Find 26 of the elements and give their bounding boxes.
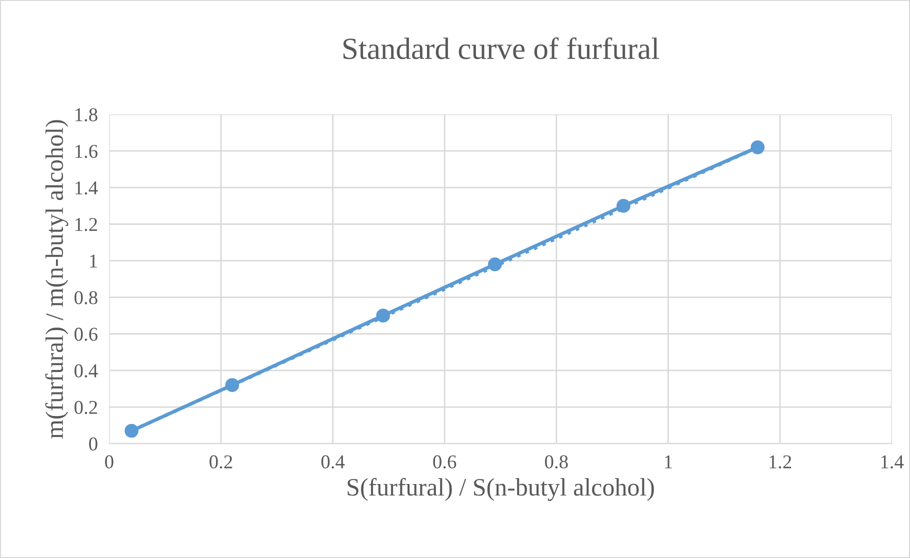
- y-axis-title: m(furfural) / m(n-butyl alcohol): [45, 120, 68, 438]
- y-tick-label: 1: [90, 254, 97, 268]
- y-tick-label: 0: [89, 437, 98, 451]
- y-tick-label: 1.2: [75, 218, 98, 232]
- point: [376, 308, 390, 323]
- point: [750, 140, 765, 154]
- x-tick-label: 1.2: [770, 455, 792, 468]
- point: [488, 257, 502, 272]
- x-axis-title: S(furfural) / S(n-butyl alcohol): [348, 478, 654, 501]
- x-tick-label: 0.6: [433, 455, 456, 468]
- x-tick-label: 1: [665, 455, 672, 468]
- y-tick-label: 1.8: [75, 108, 98, 122]
- x-tick-label: 0.8: [544, 455, 568, 468]
- x-tick-label: 1.4: [881, 455, 904, 468]
- x-tick-label: 0: [105, 455, 114, 468]
- y-tick-label: 0.8: [74, 291, 98, 304]
- y-tick-label: 1.4: [75, 181, 98, 195]
- point: [124, 424, 139, 438]
- x-tick-label: 0.4: [321, 455, 345, 468]
- y-tick-label: 0.2: [74, 400, 98, 414]
- x-tick-label: 0.2: [210, 455, 232, 468]
- chart-title: Standard curve of furfural: [343, 37, 659, 60]
- point: [225, 378, 240, 392]
- y-tick-label: 0.6: [74, 328, 98, 341]
- y-tick-label: 1.6: [75, 144, 98, 158]
- y-tick-label: 0.4: [74, 364, 98, 378]
